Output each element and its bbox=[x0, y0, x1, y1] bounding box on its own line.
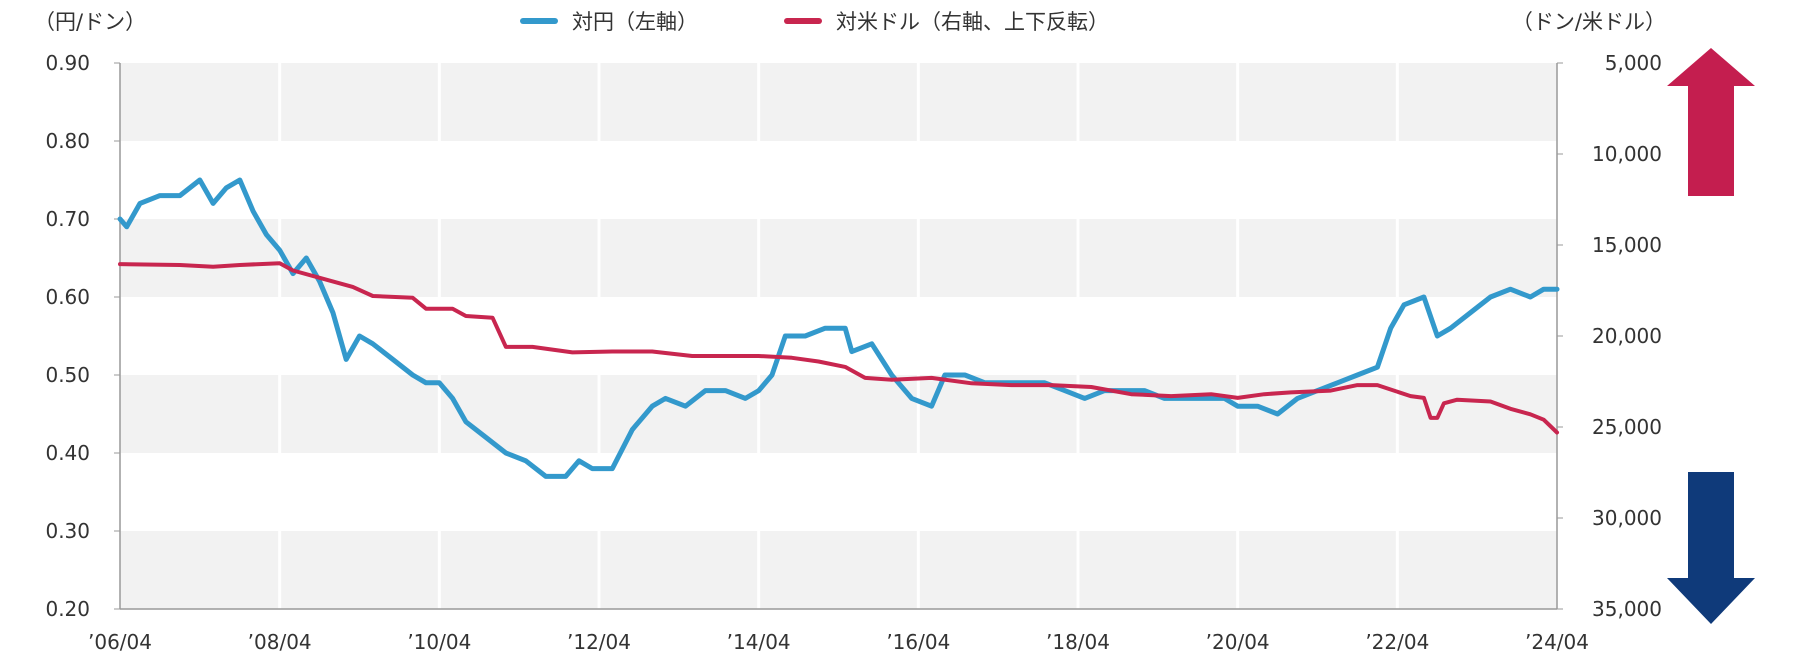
vertical-gridlines bbox=[278, 63, 1399, 609]
x-tick-label: ’14/04 bbox=[727, 630, 791, 654]
band bbox=[120, 531, 1557, 609]
band bbox=[120, 219, 1557, 297]
band bbox=[120, 141, 1557, 219]
x-tick-label: ’16/04 bbox=[886, 630, 950, 654]
x-tick-label: ’24/04 bbox=[1525, 630, 1589, 654]
band bbox=[120, 453, 1557, 531]
left-tick-label: 0.20 bbox=[45, 597, 90, 621]
down-arrow-icon bbox=[1667, 472, 1755, 624]
x-tick-label: ’22/04 bbox=[1365, 630, 1429, 654]
x-tick-label: ’18/04 bbox=[1046, 630, 1110, 654]
left-tick-label: 0.70 bbox=[45, 207, 90, 231]
left-tick-label: 0.60 bbox=[45, 285, 90, 309]
legend-swatch-yen bbox=[520, 18, 558, 24]
legend-label-yen: 対円（左軸） bbox=[572, 10, 698, 34]
left-axis-unit: （円/ドン） bbox=[34, 10, 147, 34]
right-tick-label: 30,000 bbox=[1592, 506, 1662, 530]
x-tick-label: ’12/04 bbox=[567, 630, 631, 654]
right-axis-ticks: 5,000 10,000 15,000 20,000 25,000 30,000 35,00… bbox=[1557, 51, 1662, 621]
series-line-usd bbox=[118, 261, 1559, 435]
x-tick-label: ’10/04 bbox=[407, 630, 471, 654]
left-tick-label: 0.90 bbox=[45, 51, 90, 75]
legend-swatch-usd bbox=[784, 18, 822, 24]
left-tick-label: 0.30 bbox=[45, 519, 90, 543]
x-tick-label: ’20/04 bbox=[1206, 630, 1270, 654]
right-axis-unit: （ドン/米ドル） bbox=[1511, 10, 1666, 34]
series-lines bbox=[117, 177, 1560, 479]
plot-background bbox=[120, 63, 1557, 609]
right-tick-label: 20,000 bbox=[1592, 324, 1662, 348]
legend-label-usd: 対米ドル（右軸、上下反転） bbox=[836, 10, 1109, 34]
legend-item-yen: 対円（左軸） bbox=[520, 6, 698, 36]
direction-arrows bbox=[1667, 48, 1755, 624]
down-arrow-label: ドン安 bbox=[1743, 500, 1767, 569]
legend: 対円（左軸） 対米ドル（右軸、上下反転） bbox=[520, 6, 1109, 36]
left-tick-label: 0.40 bbox=[45, 441, 90, 465]
band bbox=[120, 63, 1557, 141]
right-tick-label: 10,000 bbox=[1592, 142, 1662, 166]
x-tick-label: ’08/04 bbox=[248, 630, 312, 654]
left-axis-ticks: 0.20 0.30 0.40 0.50 0.60 0.70 0.80 0.90 bbox=[45, 51, 120, 621]
up-arrow-icon bbox=[1667, 48, 1755, 196]
legend-item-usd: 対米ドル（右軸、上下反転） bbox=[784, 6, 1109, 36]
right-tick-label: 15,000 bbox=[1592, 233, 1662, 257]
up-arrow-label: ドン高 bbox=[1743, 88, 1767, 157]
x-tick-label: ’06/04 bbox=[88, 630, 152, 654]
left-tick-label: 0.50 bbox=[45, 363, 90, 387]
left-tick-label: 0.80 bbox=[45, 129, 90, 153]
band bbox=[120, 297, 1557, 375]
x-axis-ticks: ’06/04 ’08/04 ’10/04 ’12/04 ’14/04 ’16/04 ’18/… bbox=[88, 630, 1589, 654]
right-tick-label: 5,000 bbox=[1605, 51, 1662, 75]
right-tick-label: 25,000 bbox=[1592, 415, 1662, 439]
right-tick-label: 35,000 bbox=[1592, 597, 1662, 621]
